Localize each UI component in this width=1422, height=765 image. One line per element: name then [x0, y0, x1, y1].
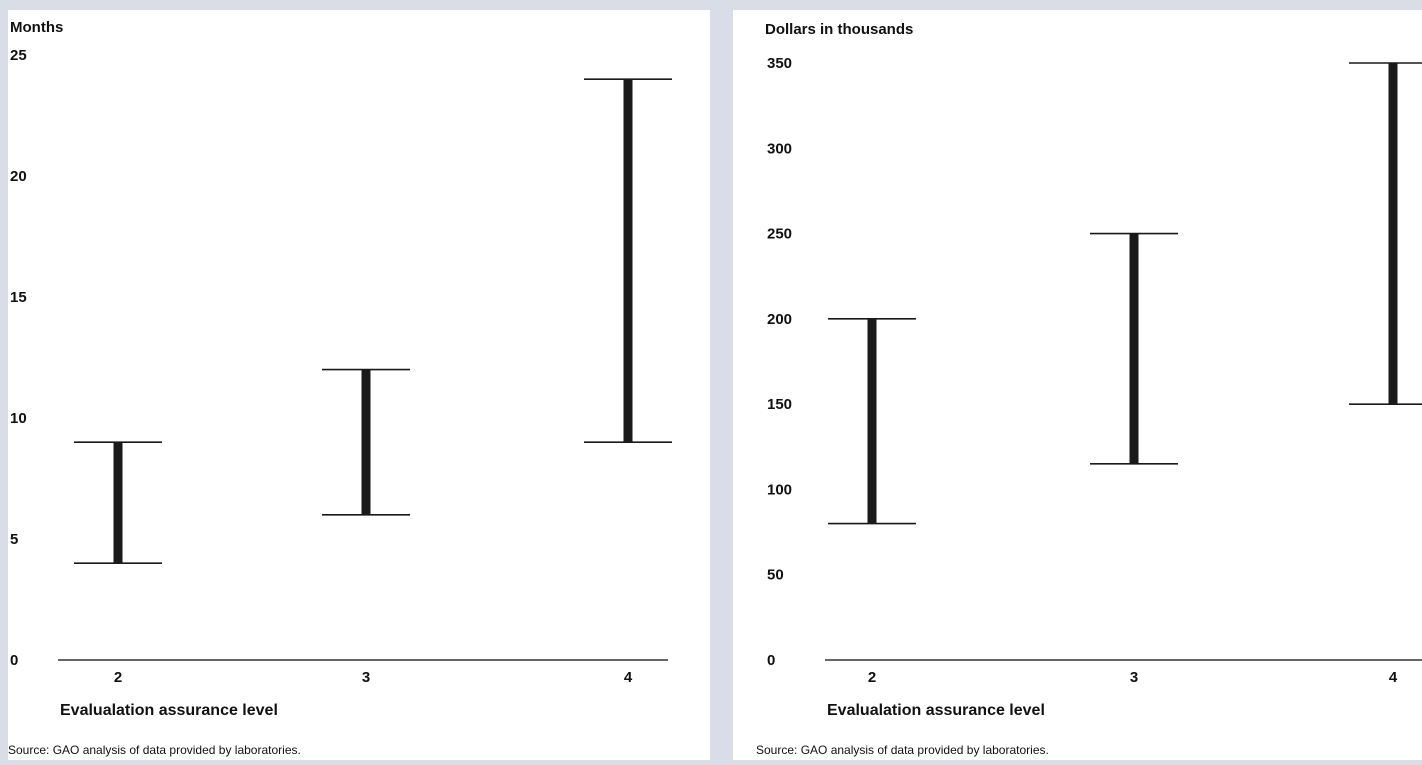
y-tick-label: 25 — [10, 47, 27, 64]
y-tick-label: 100 — [767, 481, 792, 498]
x-tick-label: 4 — [624, 669, 633, 686]
y-tick-label: 10 — [10, 410, 27, 427]
x-tick-label: 2 — [114, 669, 122, 686]
x-axis-title: Evalualation assurance level — [60, 702, 278, 719]
x-tick-label: 3 — [1130, 669, 1138, 686]
y-tick-label: 0 — [10, 652, 18, 669]
y-axis-title: Months — [10, 19, 63, 36]
y-tick-label: 200 — [767, 311, 792, 328]
y-axis-title: Dollars in thousands — [765, 21, 913, 38]
y-tick-label: 300 — [767, 140, 792, 157]
source-note: Source: GAO analysis of data provided by… — [756, 743, 1049, 757]
x-tick-label: 2 — [868, 669, 876, 686]
source-note: Source: GAO analysis of data provided by… — [8, 743, 301, 757]
dollars-chart-panel: Dollars in thousands 0 50 100 150 200 250 300 35… — [733, 10, 1422, 760]
y-tick-label: 150 — [767, 396, 792, 413]
y-tick-label: 15 — [10, 289, 27, 306]
x-tick-label: 4 — [1389, 669, 1398, 686]
y-tick-label: 350 — [767, 55, 792, 72]
y-tick-label: 5 — [10, 531, 18, 548]
months-range-chart: Months 0 5 10 15 20 25 2 3 4 Evalualation assuranc… — [10, 19, 672, 719]
y-tick-label: 20 — [10, 168, 27, 185]
x-axis-title: Evalualation assurance level — [827, 702, 1045, 719]
y-tick-label: 50 — [767, 567, 784, 584]
y-tick-label: 250 — [767, 226, 792, 243]
y-tick-label: 0 — [767, 652, 775, 669]
dollars-range-chart: Dollars in thousands 0 50 100 150 200 250 300 35… — [765, 21, 1422, 719]
months-chart-panel: Months 0 5 10 15 20 25 2 3 4 Evalualation assuranc… — [8, 10, 710, 760]
x-tick-label: 3 — [362, 669, 370, 686]
